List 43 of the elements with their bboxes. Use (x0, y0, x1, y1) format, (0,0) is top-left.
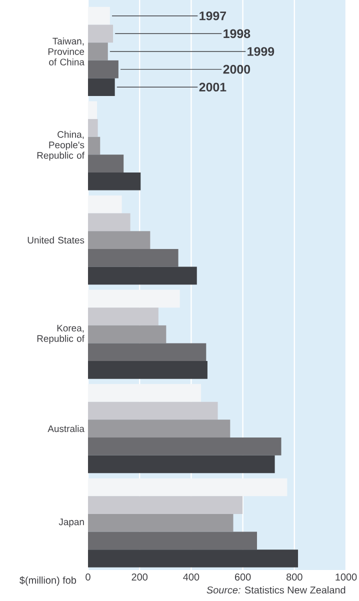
bar (88, 154, 124, 172)
bar (88, 532, 257, 550)
bar (88, 420, 230, 438)
bar (88, 343, 206, 362)
x-tick-label: 1000 (336, 574, 357, 581)
bar (88, 550, 298, 568)
bar (88, 266, 197, 285)
bar (88, 514, 234, 532)
bar (88, 308, 158, 326)
bar (88, 24, 114, 43)
y-tick-label: China, People's Republic of (37, 130, 84, 161)
text: 1997 (200, 11, 226, 20)
bar (88, 42, 108, 60)
bar (88, 361, 208, 379)
text: Source: Statistics New Zealand (206, 586, 346, 594)
x-tick-label: 0 (86, 574, 90, 581)
bar (88, 231, 150, 249)
bar (88, 325, 166, 344)
bar (88, 172, 141, 190)
bar (88, 438, 282, 456)
bar (88, 496, 243, 514)
x-tick-label: 400 (183, 574, 200, 581)
y-tick-label: Korea, Republic of (37, 324, 84, 344)
bar (88, 60, 118, 78)
x-axis-title: $(million) fob (20, 576, 76, 586)
bar (88, 402, 218, 420)
y-tick-label: Taiwan, Province of China (48, 38, 84, 66)
x-tick-label: 200 (132, 574, 148, 581)
bar (88, 213, 130, 232)
y-tick-label: United States (28, 236, 84, 244)
y-tick-label: Australia (48, 425, 84, 432)
text: 1999 (248, 47, 274, 56)
bar (88, 455, 275, 474)
bar (88, 78, 115, 96)
text: 1998 (224, 29, 250, 38)
bar (88, 119, 98, 137)
y-tick-label: Japan (58, 518, 84, 528)
bar (88, 136, 100, 155)
text: 2001 (199, 82, 226, 92)
bar (88, 248, 178, 267)
x-tick-label: 800 (286, 574, 302, 581)
x-tick-label: 600 (234, 574, 251, 581)
text: 2000 (223, 64, 250, 74)
